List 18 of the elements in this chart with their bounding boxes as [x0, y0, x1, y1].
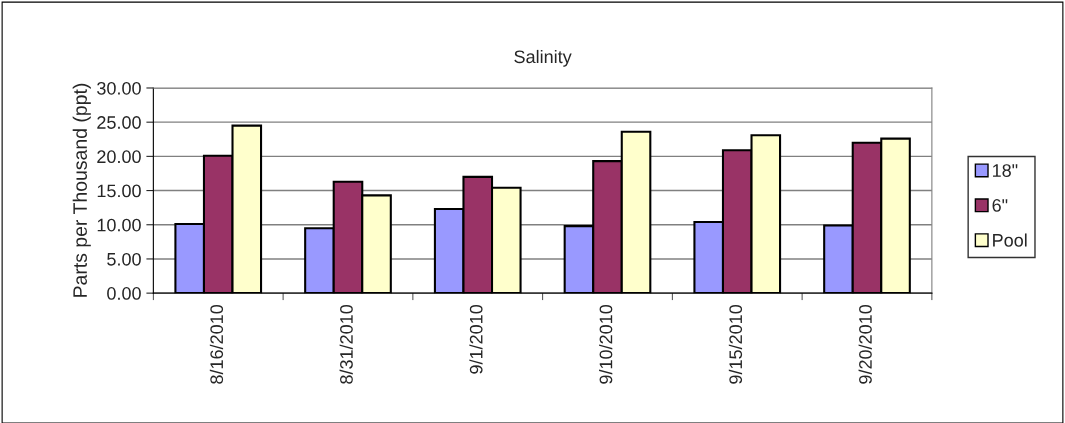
x-tick-label: 9/20/2010: [858, 304, 872, 384]
legend-label: 6": [992, 199, 1008, 212]
x-tick-label: 8/31/2010: [339, 304, 353, 384]
y-axis-title: Parts per Thousand (ppt): [72, 83, 91, 297]
y-tick-label: 5.00: [107, 252, 141, 266]
y-tick-label: 0.00: [107, 287, 141, 300]
x-tick-label: 8/16/2010: [209, 304, 224, 384]
x-tick-label: 9/1/2010: [469, 304, 483, 374]
x-tick-label: 9/15/2010: [728, 304, 743, 384]
y-tick-label: 30.00: [97, 81, 141, 95]
y-tick-label: 25.00: [97, 116, 141, 129]
y-tick-label: 10.00: [97, 218, 141, 232]
y-tick-label: 20.00: [97, 150, 141, 164]
legend-label: 18": [993, 164, 1018, 177]
chart-title: Salinity: [514, 49, 572, 67]
x-tick-label: 9/10/2010: [599, 304, 613, 384]
y-tick-label: 15.00: [97, 184, 141, 198]
legend-label: Pool: [993, 233, 1027, 247]
